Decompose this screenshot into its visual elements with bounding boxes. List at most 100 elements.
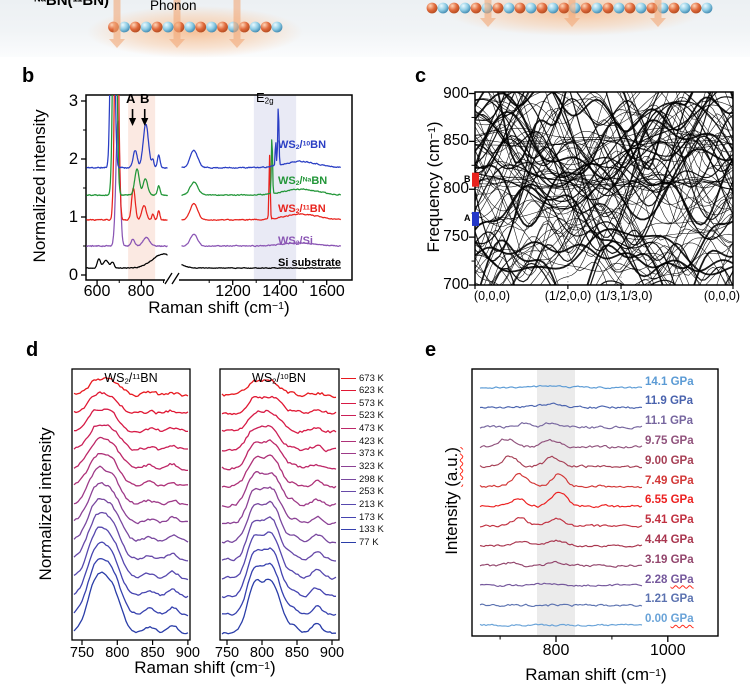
legend-item: 673 K	[341, 372, 384, 384]
pressure-label: 9.75 GPa	[645, 435, 694, 447]
panel-d-xtick: 850	[284, 645, 310, 661]
text-fragment: BN)	[82, 0, 110, 9]
panel-b-annotation-a: A	[126, 91, 136, 106]
pressure-unit: GPa	[670, 593, 694, 606]
panel-d-xtick: 900	[175, 645, 200, 661]
panel-e-plot	[471, 368, 719, 642]
text-fragment: /	[299, 203, 303, 215]
nitrogen-atom	[437, 2, 449, 14]
panel-d-xlabel: Raman shift (cm−1)	[95, 659, 315, 677]
nitrogen-atom	[635, 2, 647, 14]
panel-b-ylabel: Normalized intensity	[30, 109, 50, 263]
legend-item: 523 K	[341, 410, 384, 422]
panel-b-plot	[81, 94, 353, 285]
nitrogen-atom	[679, 2, 691, 14]
panel-a-art	[87, 0, 713, 58]
nitrogen-atom	[525, 2, 537, 14]
legend-item: 213 K	[341, 499, 384, 511]
panel-b-xtick: 600	[83, 283, 111, 300]
panel-d-xtick: 750	[214, 645, 240, 661]
pressure-unit: GPa	[670, 613, 694, 626]
pressure-unit: GPa	[670, 494, 694, 507]
nitrogen-atom	[547, 2, 559, 14]
shaded-band	[536, 370, 576, 635]
text-fragment: Raman shift (cm	[148, 298, 273, 317]
legend-label: 423 K	[359, 435, 384, 447]
legend-line-icon	[341, 415, 356, 417]
text-fragment: WS	[278, 139, 296, 151]
panel-e-xtick: 1000	[650, 642, 686, 659]
nitrogen-atom	[701, 2, 713, 14]
nitrogen-atom	[162, 21, 174, 33]
pressure-unit: GPa	[670, 553, 694, 566]
panel-e-xtick: 800	[542, 642, 570, 659]
panel-a-phonon-label: Phonon	[150, 0, 197, 13]
boron-atom	[492, 2, 504, 14]
panel-c-xtick: (1/3,1/3,0)	[595, 289, 653, 303]
panel-b-ytick: 0	[68, 265, 78, 284]
nitrogen-atom	[459, 2, 471, 14]
nitrogen-atom	[140, 21, 152, 33]
phonon-arrow-icon	[169, 0, 185, 48]
text-fragment: −1	[272, 299, 285, 312]
panel-e-xlabel: Raman shift (cm−1)	[486, 666, 706, 684]
boron-atom	[580, 2, 592, 14]
pressure-label: 3.19 GPa	[645, 554, 694, 566]
text-fragment: BN	[140, 371, 158, 385]
panel-b-letter: b	[22, 65, 35, 87]
nitrogen-atom	[206, 21, 218, 33]
panel-d-xtick: 800	[105, 645, 130, 661]
legend-label: 373 K	[359, 448, 384, 460]
legend-item: 253 K	[341, 486, 384, 498]
panel-c-xtick: (0,0,0)	[703, 289, 741, 303]
pressure-value: 0.00	[645, 613, 671, 626]
text-fragment: BN	[309, 203, 326, 215]
text-fragment: /Si	[299, 235, 313, 247]
boron-atom	[514, 2, 526, 14]
text-fragment: E	[256, 90, 265, 105]
panel-c-letter: c	[415, 65, 427, 87]
text-fragment: Raman shift (cm	[134, 658, 259, 677]
text-fragment: 2	[272, 376, 277, 386]
panel-b-xlabel: Raman shift (cm−1)	[119, 299, 319, 317]
text-fragment: BN(	[45, 0, 73, 9]
pressure-unit: GPa	[670, 533, 694, 546]
frequency-marker	[472, 211, 479, 226]
legend-item: 173 K	[341, 511, 384, 523]
nitrogen-atom	[591, 2, 603, 14]
legend-item: 323 K	[341, 461, 384, 473]
pressure-value: 3.19	[645, 553, 671, 566]
panel-c-ytick: 900	[443, 84, 469, 102]
pressure-label: 14.1 GPa	[645, 376, 694, 388]
legend-line-icon	[341, 377, 356, 379]
pressure-unit: GPa	[670, 474, 694, 487]
phonon-arrow-icon	[229, 0, 245, 48]
text-fragment: (a.u.)	[442, 447, 462, 487]
legend-label: 173 K	[359, 511, 384, 523]
pressure-unit: GPa	[670, 454, 694, 467]
pressure-label: 11.9 GPa	[645, 395, 693, 407]
panel-d-letter: d	[26, 339, 39, 361]
legend-item: 423 K	[341, 435, 384, 447]
text-fragment: 2	[295, 208, 300, 216]
text-fragment: Raman shift (cm	[525, 665, 650, 684]
panel-c-marker-b: B	[464, 173, 471, 184]
panel-e-letter: e	[425, 339, 437, 361]
boron-atom	[624, 2, 636, 14]
pressure-label: 6.55 GPa	[645, 494, 694, 506]
text-fragment: 11	[73, 0, 83, 3]
panel-d-plot-1	[219, 368, 340, 645]
panel-d-plot-0	[71, 368, 191, 645]
boron-atom	[470, 2, 482, 14]
pressure-value: 1.21	[645, 593, 671, 606]
panel-c-xtick: (0,0,0)	[473, 289, 511, 303]
text-fragment: −1	[258, 659, 271, 672]
text-fragment: BN	[311, 175, 328, 187]
pressure-value: 11.1	[645, 415, 670, 428]
panel-b-ytick: 1	[68, 207, 78, 226]
panel-b-xtick: 1200	[215, 283, 251, 300]
text-fragment: 2	[295, 144, 300, 152]
panel-b-xtick: 1400	[262, 283, 298, 300]
text-fragment: BN	[310, 139, 327, 151]
